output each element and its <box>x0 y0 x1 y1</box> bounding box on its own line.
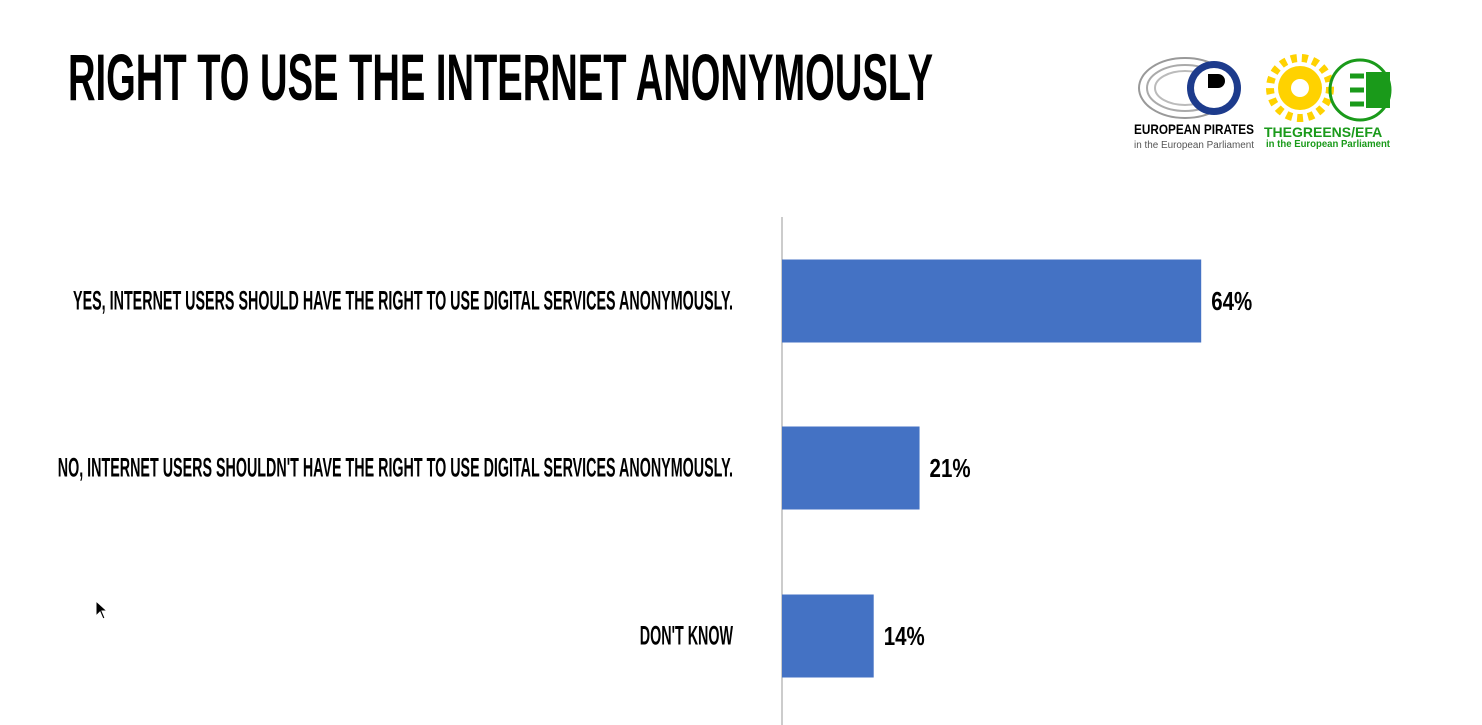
value-label: 21% <box>930 453 971 483</box>
logo-subtext: in the European Parliament <box>1266 139 1391 150</box>
pirates-logo: EUROPEAN PIRATES in the European Parliam… <box>1134 57 1254 151</box>
cursor <box>95 599 109 620</box>
category-label: YES, INTERNET USERS SHOULD HAVE THE RIGH… <box>73 285 734 316</box>
logo-text-a: THE <box>1264 124 1292 140</box>
category-label: DON'T KNOW <box>639 620 733 651</box>
logo-text: THEGREENS/EFA <box>1264 124 1382 140</box>
logo-subtext: in the European Parliament <box>1134 140 1254 151</box>
logo-text-b: GREENS/EFA <box>1292 124 1382 140</box>
value-label: 14% <box>884 621 925 651</box>
greens-logo: THEGREENS/EFA in the European Parliament <box>1264 54 1392 150</box>
value-label: 64% <box>1211 286 1252 316</box>
logo-text: EUROPEAN PIRATES <box>1134 121 1254 137</box>
chart-title: RIGHT TO USE THE INTERNET ANONYMOUSLY <box>68 40 933 114</box>
bar <box>782 259 1202 343</box>
category-label: NO, INTERNET USERS SHOULDN'T HAVE THE RI… <box>57 452 733 483</box>
bar <box>782 594 874 678</box>
bar <box>782 426 920 510</box>
